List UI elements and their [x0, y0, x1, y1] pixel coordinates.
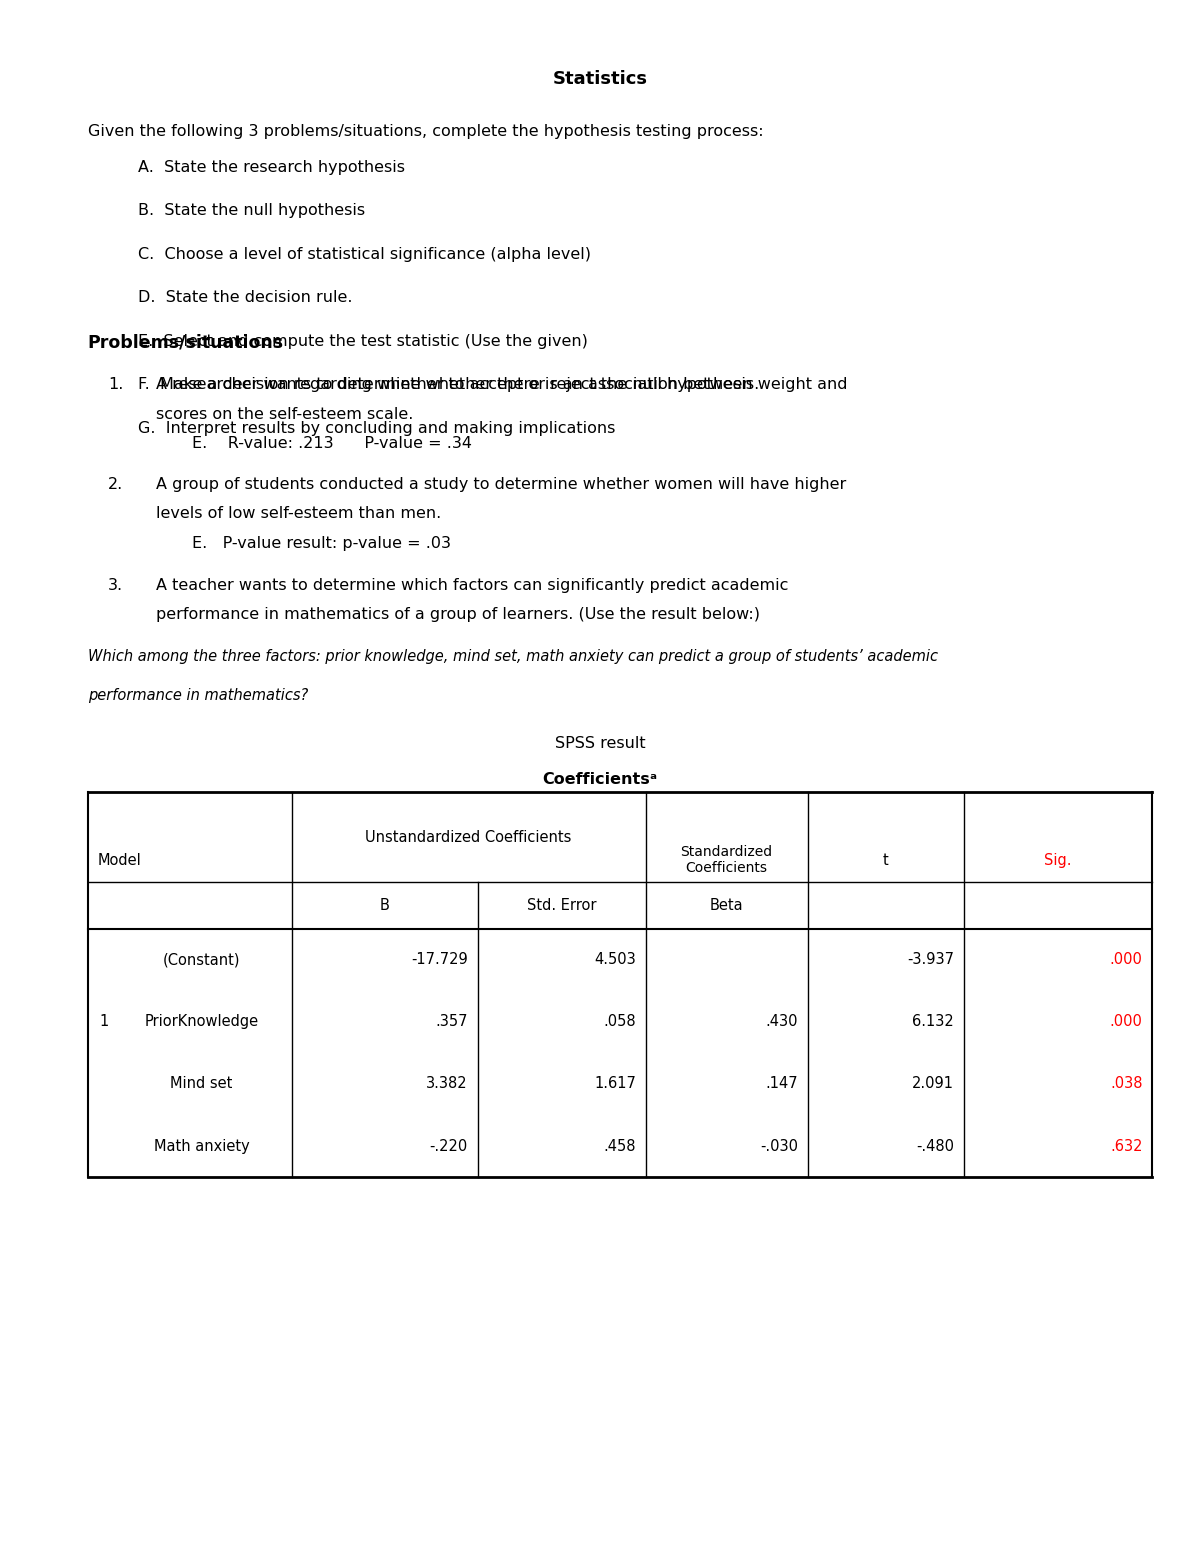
Text: 6.132: 6.132	[912, 1014, 954, 1030]
Text: .000: .000	[1110, 952, 1142, 968]
Text: A researcher wants to determine whether there is an association between weight a: A researcher wants to determine whether …	[156, 377, 847, 393]
Text: Math anxiety: Math anxiety	[154, 1138, 250, 1154]
Text: 1.617: 1.617	[594, 1076, 636, 1092]
Text: D.  State the decision rule.: D. State the decision rule.	[138, 290, 353, 306]
Text: performance in mathematics of a group of learners. (Use the result below:): performance in mathematics of a group of…	[156, 607, 760, 623]
Text: E.   P-value result: p-value = .03: E. P-value result: p-value = .03	[192, 536, 451, 551]
Text: .357: .357	[436, 1014, 468, 1030]
Text: G.  Interpret results by concluding and making implications: G. Interpret results by concluding and m…	[138, 421, 616, 436]
Text: A teacher wants to determine which factors can significantly predict academic: A teacher wants to determine which facto…	[156, 578, 788, 593]
Text: Sig.: Sig.	[1044, 853, 1072, 868]
Text: A group of students conducted a study to determine whether women will have highe: A group of students conducted a study to…	[156, 477, 846, 492]
Text: .147: .147	[766, 1076, 798, 1092]
Text: Mind set: Mind set	[170, 1076, 233, 1092]
Text: -.030: -.030	[760, 1138, 798, 1154]
Text: Beta: Beta	[709, 898, 744, 913]
Text: E.    R-value: .213      P-value = .34: E. R-value: .213 P-value = .34	[192, 436, 472, 452]
Text: C.  Choose a level of statistical significance (alpha level): C. Choose a level of statistical signifi…	[138, 247, 592, 262]
Text: B: B	[379, 898, 390, 913]
Text: Problems/situations: Problems/situations	[88, 334, 283, 353]
Text: t: t	[883, 853, 888, 868]
Text: .058: .058	[604, 1014, 636, 1030]
Text: levels of low self-esteem than men.: levels of low self-esteem than men.	[156, 506, 442, 522]
Text: .632: .632	[1110, 1138, 1142, 1154]
Text: B.  State the null hypothesis: B. State the null hypothesis	[138, 203, 365, 219]
Text: 3.382: 3.382	[426, 1076, 468, 1092]
Text: Given the following 3 problems/situations, complete the hypothesis testing proce: Given the following 3 problems/situation…	[88, 124, 763, 140]
Text: 3.: 3.	[108, 578, 124, 593]
Text: performance in mathematics?: performance in mathematics?	[88, 688, 308, 704]
Text: -.480: -.480	[916, 1138, 954, 1154]
Text: E.  Select and compute the test statistic (Use the given): E. Select and compute the test statistic…	[138, 334, 588, 349]
Text: 2.: 2.	[108, 477, 124, 492]
Text: Which among the three factors: prior knowledge, mind set, math anxiety can predi: Which among the three factors: prior kno…	[88, 649, 937, 665]
Text: Model: Model	[97, 853, 140, 868]
Text: 2.091: 2.091	[912, 1076, 954, 1092]
Text: Std. Error: Std. Error	[527, 898, 596, 913]
Text: .458: .458	[604, 1138, 636, 1154]
Text: Unstandardized Coefficients: Unstandardized Coefficients	[366, 829, 571, 845]
Text: Coefficientsᵃ: Coefficientsᵃ	[542, 772, 658, 787]
Text: 1: 1	[100, 1014, 109, 1030]
Text: -.220: -.220	[430, 1138, 468, 1154]
Text: Statistics: Statistics	[552, 70, 648, 89]
Text: SPSS result: SPSS result	[554, 736, 646, 752]
Text: 1.: 1.	[108, 377, 124, 393]
Text: .000: .000	[1110, 1014, 1142, 1030]
Text: PriorKnowledge: PriorKnowledge	[144, 1014, 259, 1030]
Text: Standardized
Coefficients: Standardized Coefficients	[680, 845, 773, 876]
Text: F.  Make a decision regarding whether to accept or reject the null hypothesis.: F. Make a decision regarding whether to …	[138, 377, 760, 393]
Text: scores on the self-esteem scale.: scores on the self-esteem scale.	[156, 407, 413, 422]
Text: -17.729: -17.729	[412, 952, 468, 968]
Text: A.  State the research hypothesis: A. State the research hypothesis	[138, 160, 406, 175]
Text: .038: .038	[1110, 1076, 1142, 1092]
Text: (Constant): (Constant)	[163, 952, 240, 968]
Text: 4.503: 4.503	[594, 952, 636, 968]
Text: .430: .430	[766, 1014, 798, 1030]
Text: -3.937: -3.937	[907, 952, 954, 968]
